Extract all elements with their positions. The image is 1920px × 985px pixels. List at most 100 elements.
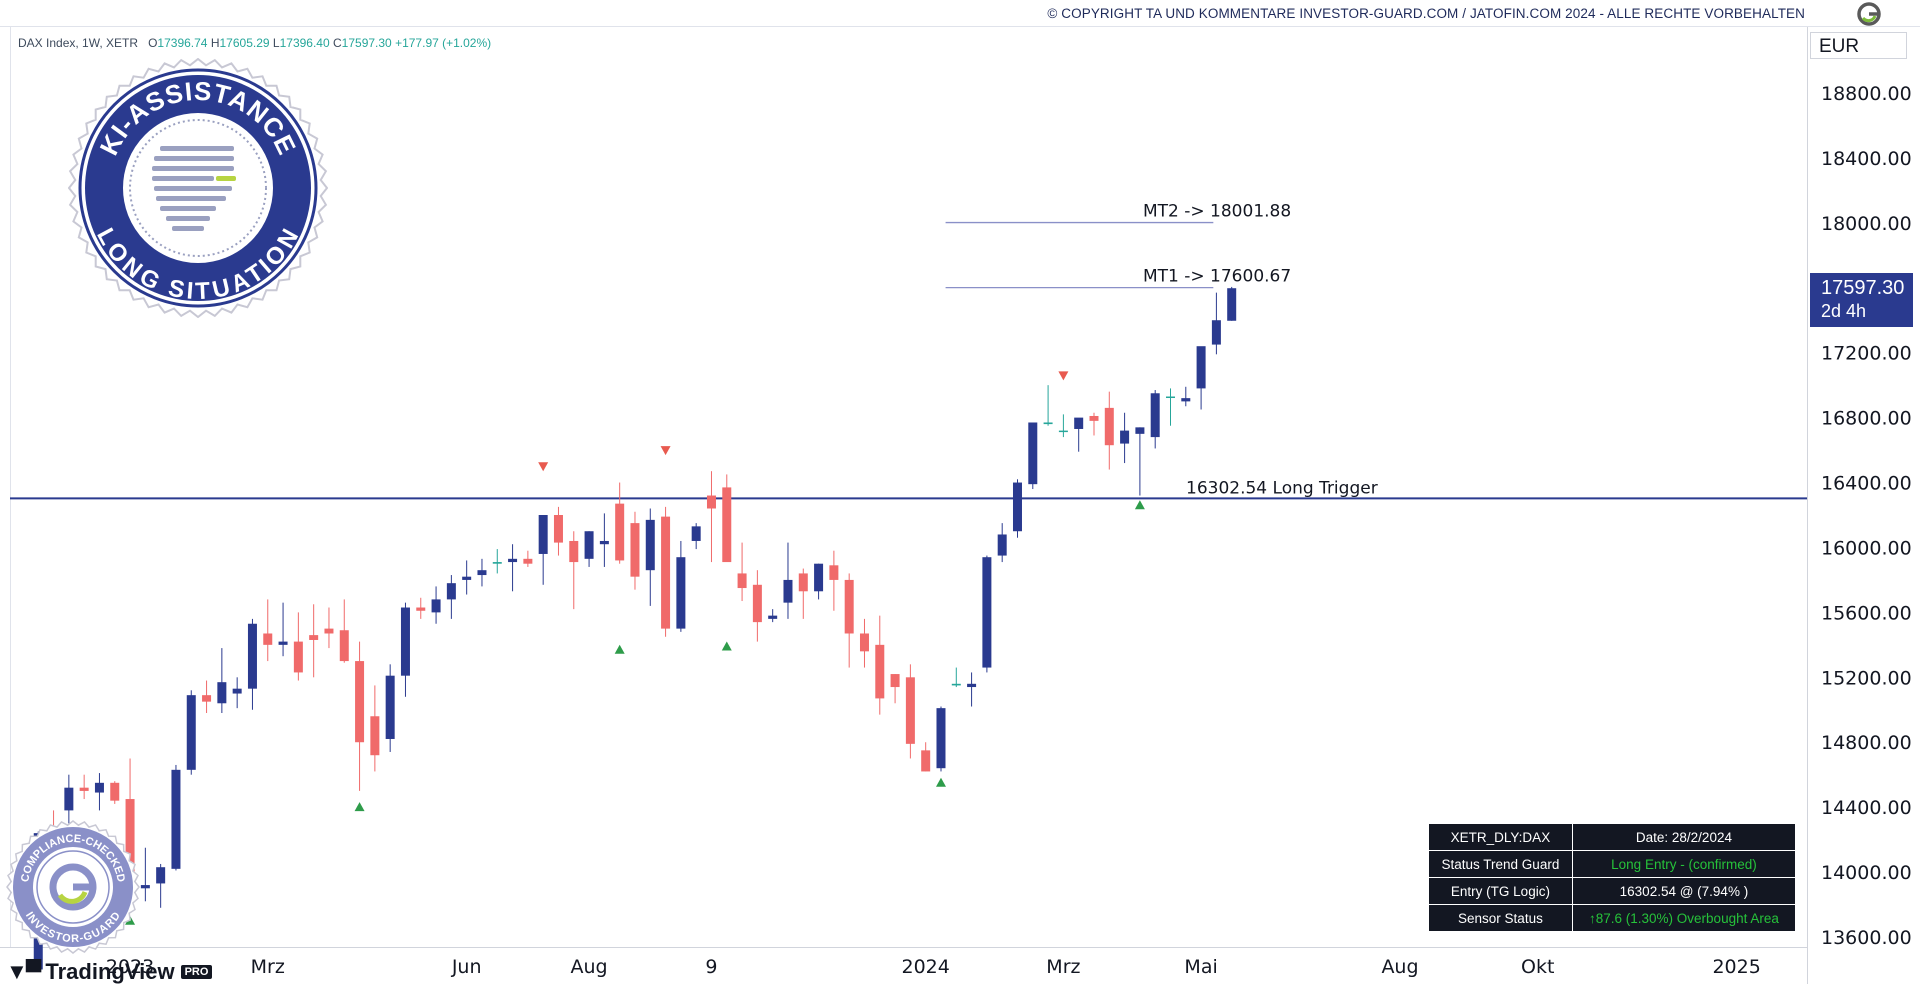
table-cell: XETR_DLY:DAX [1428, 823, 1573, 851]
candle [64, 774, 74, 824]
candle [584, 531, 594, 567]
candle [477, 558, 487, 587]
candle-body [125, 799, 135, 884]
price-tick-label: 16800.00 [1821, 408, 1912, 430]
price-tick-label: 14000.00 [1821, 862, 1912, 884]
candle-body [676, 557, 686, 629]
candle [462, 560, 472, 595]
open-label: O [148, 36, 158, 50]
time-tick-label: Mrz [251, 956, 285, 978]
price-tick-label: 15200.00 [1821, 667, 1912, 689]
sell-signal-icon [1058, 371, 1069, 381]
candle-body [202, 695, 212, 702]
candle-body [722, 487, 732, 563]
candle [523, 550, 533, 567]
candle [110, 781, 120, 804]
candle [1181, 386, 1191, 407]
price-axis[interactable]: 13600.00 14000.00 14400.00 14800.00 15200.00… [1821, 83, 1912, 949]
candle [875, 615, 885, 715]
candle [1058, 414, 1068, 438]
candle-body [661, 516, 671, 629]
candle [186, 690, 196, 775]
candle-body [967, 683, 977, 688]
candle [278, 602, 288, 657]
last-price: 17597.30 [1821, 277, 1905, 299]
axis-lines [0, 26, 1920, 984]
target-label: MT1 -> 17600.67 [1143, 267, 1291, 287]
candle [553, 506, 563, 556]
candle [890, 674, 900, 704]
candle-body [599, 540, 609, 545]
candle-body [875, 644, 885, 699]
candle-body [64, 787, 74, 811]
status-table: XETR_DLY:DAX Date: 28/2/2024 Status Tren… [1428, 823, 1797, 932]
candle-body [829, 565, 839, 580]
time-tick-label: 2023 [106, 956, 154, 978]
candle [370, 685, 380, 772]
candle-body [615, 503, 625, 561]
buy-signal-icon [721, 641, 732, 651]
candle-body [737, 573, 747, 589]
candle [829, 550, 839, 611]
candle-body [584, 531, 594, 559]
candle-body [859, 633, 869, 652]
candle-body [1058, 430, 1068, 433]
candle-body [462, 576, 472, 580]
candle [508, 544, 518, 592]
candle [630, 511, 640, 590]
price-tick-label: 18800.00 [1821, 83, 1912, 105]
candle [324, 607, 334, 649]
price-tick-label: 14400.00 [1821, 797, 1912, 819]
candle-body [355, 661, 365, 743]
time-tick-label: Mai [1184, 956, 1217, 978]
candle [140, 847, 150, 902]
candle [431, 586, 441, 624]
candle [247, 618, 257, 710]
copyright-notice: © COPYRIGHT TA UND KOMMENTARE INVESTOR-G… [1047, 6, 1805, 21]
table-cell: Entry (TG Logic) [1428, 877, 1573, 905]
candle-body [446, 583, 456, 600]
candle-body [309, 635, 319, 640]
ticker-name: DAX Index, 1W, XETR [18, 36, 139, 50]
buy-signal-icon [614, 644, 625, 654]
table-cell: 16302.54 @ (7.94% ) [1571, 877, 1797, 905]
candle-body [94, 782, 104, 793]
candle [783, 542, 793, 619]
candle [921, 742, 931, 772]
time-axis[interactable]: 2023 Mrz Jun Aug 9 2024 Mrz Mai Aug Okt 2025 [106, 956, 1761, 978]
currency-selector[interactable]: EUR [1810, 32, 1907, 59]
buy-signal-icon [354, 802, 365, 812]
price-tick-label: 16400.00 [1821, 473, 1912, 495]
price-tick-label: 16000.00 [1821, 537, 1912, 559]
candle-body [844, 579, 854, 634]
candle [446, 575, 456, 619]
table-cell: ↑87.6 (1.30%) Overbought Area [1571, 904, 1797, 932]
candle [737, 542, 747, 602]
candle [645, 508, 655, 606]
candle-body [1012, 482, 1022, 532]
candle-body [523, 558, 533, 564]
tradingview-logo[interactable]: ▼▀ TradingView PRO [6, 959, 213, 985]
candle-body [982, 557, 992, 668]
time-tick-label: 2024 [902, 956, 950, 978]
tradingview-wordmark: TradingView [45, 959, 175, 984]
candle-body [416, 607, 426, 611]
candle [615, 482, 625, 564]
candle-body [492, 562, 502, 564]
candle [94, 773, 104, 811]
candle-body [431, 599, 441, 613]
candle [661, 506, 671, 637]
candle [355, 641, 365, 791]
time-tick-label: Okt [1521, 956, 1554, 978]
candle [905, 664, 915, 759]
candle-body [385, 675, 395, 739]
candle [232, 677, 242, 709]
candle-body [217, 682, 227, 704]
candle [599, 513, 609, 567]
ticker-info: DAX Index, 1W, XETR O17396.74 H17605.29 … [18, 36, 491, 50]
candle-body [645, 519, 655, 571]
candle-body [1120, 430, 1130, 444]
ai-head-icon [152, 146, 236, 231]
candle [171, 764, 181, 871]
candle-body [79, 787, 89, 791]
